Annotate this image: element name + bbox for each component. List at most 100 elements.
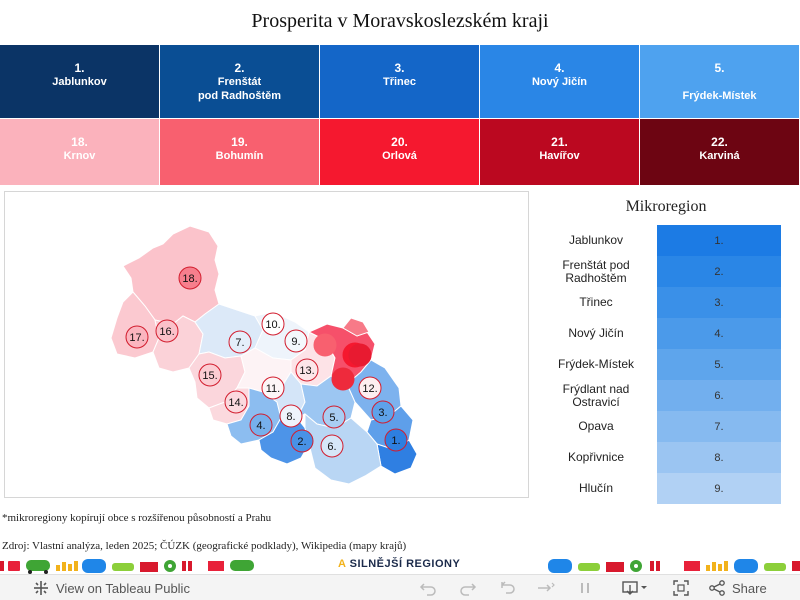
rank-tile[interactable]: 22. Karviná [640, 119, 800, 186]
map-marker[interactable]: 7. [228, 330, 252, 354]
tile-rank: 18. [71, 135, 88, 149]
map-marker[interactable] [331, 367, 355, 391]
map-marker[interactable] [313, 333, 337, 357]
legend-row[interactable]: Frýdek-Místek 5. [540, 349, 785, 380]
ranking-tiles: 1. Jablunkov 2. Frenštát pod Radhoštěm 3. Tři… [0, 45, 800, 186]
rank-tile[interactable]: 18. Krnov [0, 119, 160, 186]
map-marker[interactable]: 1. [384, 428, 408, 452]
map-marker-circle [261, 376, 285, 400]
legend-row[interactable]: Hlučín 9. [540, 473, 785, 504]
map-marker-circle [313, 333, 337, 357]
legend-row[interactable]: Jablunkov 1. [540, 225, 785, 256]
legend-row[interactable]: Opava 7. [540, 411, 785, 442]
rank-tile[interactable]: 5. Frýdek-Místek [640, 45, 800, 119]
rank-tile[interactable]: 3. Třinec [320, 45, 480, 119]
legend-region-name: Kopřivnice [567, 450, 625, 464]
map-marker[interactable]: 18. [178, 266, 202, 290]
map-marker[interactable]: 13. [295, 358, 319, 382]
refresh-button[interactable] [534, 575, 556, 600]
legend-row[interactable]: Třinec 3. [540, 287, 785, 318]
tile-rank: 3. [394, 61, 405, 75]
tile-rank: 20. [391, 135, 408, 149]
map-marker-label: 14. [228, 397, 243, 409]
legend-rank-cell: 4. [657, 318, 781, 349]
map-marker[interactable]: 3. [371, 400, 395, 424]
map-marker[interactable]: 10. [261, 312, 285, 336]
region-bohumin[interactable] [342, 317, 370, 337]
legend-row[interactable]: Frenštát pod Radhoštěm 2. [540, 256, 785, 287]
rank-tile[interactable]: 19. Bohumín [160, 119, 320, 186]
redo-icon [458, 579, 478, 597]
map-marker[interactable]: 12. [358, 376, 382, 400]
legend-rank-cell: 1. [657, 225, 781, 256]
share-label: Share [732, 580, 767, 596]
view-on-tableau-public-link[interactable]: View on Tableau Public [32, 575, 190, 600]
map-marker[interactable]: 8. [279, 404, 303, 428]
bottom-five-row: 18. Krnov 19. Bohumín 20. Orlová 21. Havířov 22.… [0, 119, 800, 186]
map-marker[interactable]: 6. [320, 434, 344, 458]
revert-button[interactable] [498, 575, 518, 600]
map-marker[interactable]: 5. [322, 405, 346, 429]
map-marker-label: 15. [202, 370, 217, 382]
legend-rank-cell: 7. [657, 411, 781, 442]
legend-rank-cell: 5. [657, 349, 781, 380]
pause-icon [578, 579, 592, 597]
legend-row[interactable]: Kopřivnice 8. [540, 442, 785, 473]
top-five-row: 1. Jablunkov 2. Frenštát pod Radhoštěm 3. Tři… [0, 45, 800, 119]
pause-button[interactable] [578, 575, 592, 600]
fullscreen-button[interactable] [672, 575, 690, 600]
map-marker[interactable]: 17. [125, 325, 149, 349]
rank-tile[interactable]: 4. Nový Jičín [480, 45, 640, 119]
map-marker-label: 6. [327, 441, 336, 453]
undo-icon [418, 579, 438, 597]
map-marker-label: 16. [159, 326, 174, 338]
tile-name: Bohumín [215, 150, 264, 162]
map-marker[interactable]: 2. [290, 429, 314, 453]
map-marker-circle [322, 405, 346, 429]
map-marker-circle [290, 429, 314, 453]
rank-tile[interactable]: 20. Orlová [320, 119, 480, 186]
legend-row[interactable]: Frýdlant nad Ostravicí 6. [540, 380, 785, 411]
fullscreen-icon [672, 579, 690, 597]
dashboard-title: Prosperita v Moravskoslezském kraji [251, 10, 549, 32]
refresh-icon [534, 579, 556, 597]
region-map-svg[interactable]: 1. 2. 3. 4. 5. 6. 7. 8. 9. 10. 11. 12. 13. 14. 15. 16. 1… [5, 192, 528, 497]
map-marker-label: 11. [266, 383, 280, 395]
map-marker-circle [178, 266, 202, 290]
legend-title: Mikroregion [625, 198, 707, 215]
map-marker[interactable]: 11. [261, 376, 285, 400]
map-marker[interactable] [348, 343, 372, 367]
map-marker[interactable]: 9. [284, 329, 308, 353]
legend-region-name: Opava [578, 419, 614, 433]
legend-region-name: Frýdlant nad Ostravicí [562, 381, 630, 409]
legend-region-name: Frýdek-Místek [557, 357, 634, 371]
map-marker-label: 1. [391, 435, 400, 447]
tile-name: Havířov [539, 150, 580, 162]
tile-name: Nový Jičín [531, 76, 588, 88]
map-marker[interactable]: 14. [224, 390, 248, 414]
rank-tile[interactable]: 1. Jablunkov [0, 45, 160, 119]
share-button[interactable]: Share [708, 575, 767, 600]
rank-tile[interactable]: 21. Havířov [480, 119, 640, 186]
decorative-icon-strip [0, 559, 800, 574]
legend-rank-cell: 9. [657, 473, 781, 504]
region-map[interactable]: 1. 2. 3. 4. 5. 6. 7. 8. 9. 10. 11. 12. 13. 14. 15. 16. 1… [4, 191, 529, 498]
map-marker-label: 3. [378, 407, 387, 419]
map-marker[interactable]: 4. [249, 413, 273, 437]
legend-region-name: Frenštát pod Radhoštěm [562, 257, 630, 285]
tile-rank: 4. [554, 61, 565, 75]
tile-rank: 2. [234, 61, 245, 75]
map-marker[interactable]: 16. [155, 319, 179, 343]
map-marker-label: 18. [182, 273, 197, 285]
map-marker[interactable]: 15. [198, 363, 222, 387]
rank-tile[interactable]: 2. Frenštát pod Radhoštěm [160, 45, 320, 119]
download-button[interactable] [622, 575, 650, 600]
download-icon [622, 579, 650, 597]
map-marker-label: 4. [256, 420, 265, 432]
right-decor-icons [548, 559, 800, 573]
legend-rank-cell: 3. [657, 287, 781, 318]
legend-rank-cell: 6. [657, 380, 781, 411]
redo-button[interactable] [458, 575, 478, 600]
legend-row[interactable]: Nový Jičín 4. [540, 318, 785, 349]
undo-button[interactable] [418, 575, 438, 600]
